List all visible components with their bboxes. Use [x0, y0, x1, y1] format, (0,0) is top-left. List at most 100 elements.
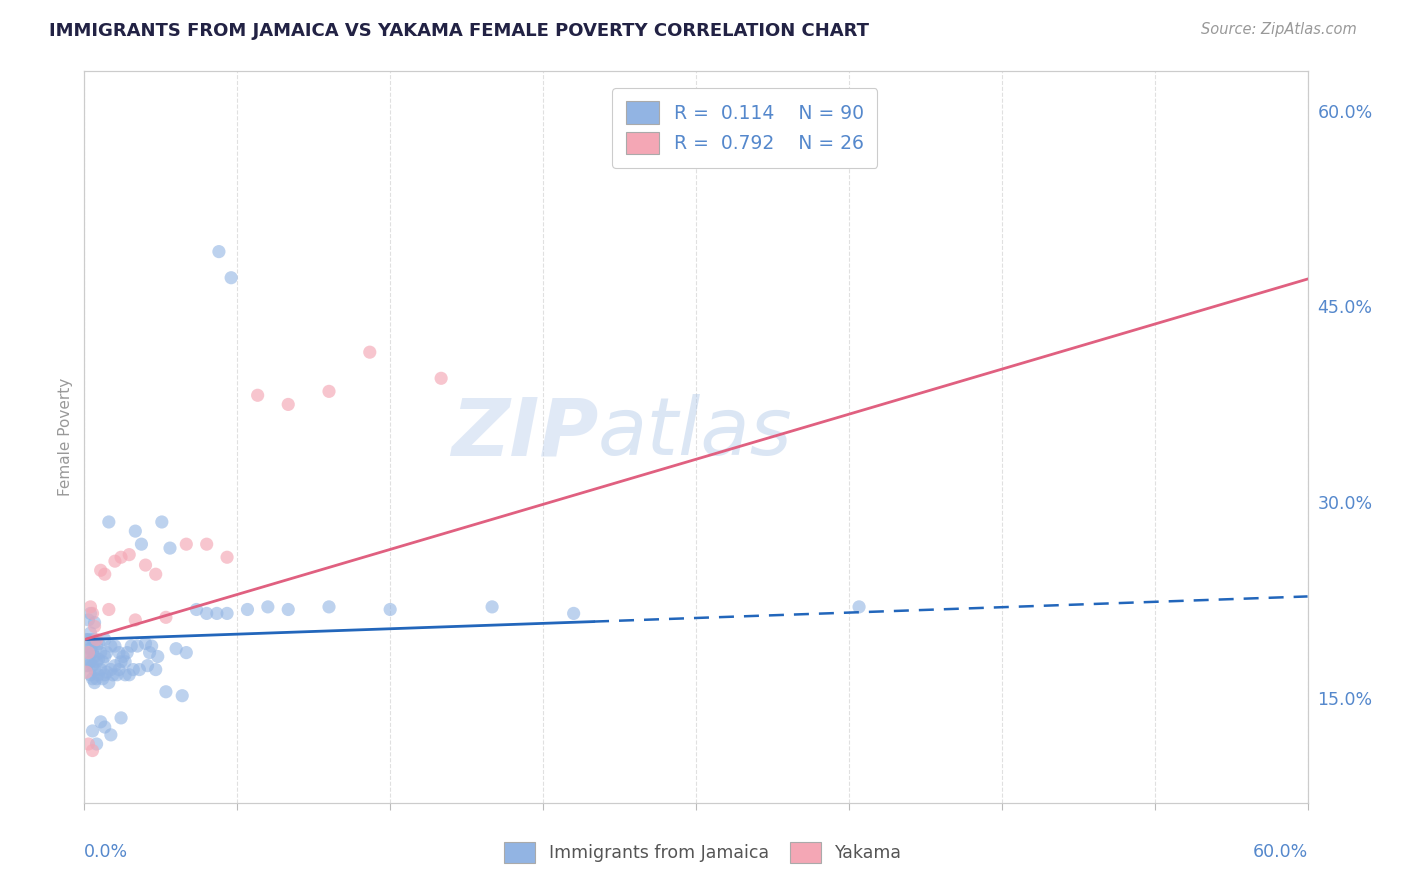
- Point: [138, 646, 160, 660]
- Point: [108, 646, 131, 660]
- Point: [195, 607, 218, 621]
- Point: [110, 655, 132, 669]
- Point: [112, 649, 135, 664]
- Point: [146, 649, 169, 664]
- Point: [277, 397, 299, 411]
- Y-axis label: Female Poverty: Female Poverty: [58, 378, 73, 496]
- Point: [97, 515, 120, 529]
- Point: [101, 667, 124, 681]
- Point: [246, 388, 269, 402]
- Point: [165, 641, 187, 656]
- Point: [93, 667, 115, 681]
- Text: Source: ZipAtlas.com: Source: ZipAtlas.com: [1201, 22, 1357, 37]
- Point: [97, 602, 120, 616]
- Point: [217, 550, 239, 565]
- Point: [77, 737, 100, 751]
- Text: 60.0%: 60.0%: [1253, 843, 1308, 861]
- Point: [86, 672, 108, 686]
- Point: [91, 655, 114, 669]
- Point: [77, 646, 100, 660]
- Legend: R =  0.114    N = 90, R =  0.792    N = 26: R = 0.114 N = 90, R = 0.792 N = 26: [613, 88, 877, 168]
- Point: [87, 636, 110, 650]
- Point: [100, 663, 122, 677]
- Point: [172, 689, 194, 703]
- Point: [75, 665, 97, 680]
- Point: [318, 384, 340, 399]
- Point: [86, 632, 108, 647]
- Point: [82, 607, 104, 621]
- Point: [848, 599, 870, 614]
- Point: [131, 537, 153, 551]
- Point: [186, 602, 208, 616]
- Point: [83, 619, 105, 633]
- Point: [83, 649, 105, 664]
- Point: [124, 613, 146, 627]
- Point: [118, 667, 141, 681]
- Point: [108, 663, 131, 677]
- Point: [110, 550, 132, 565]
- Point: [82, 632, 104, 647]
- Point: [79, 599, 101, 614]
- Point: [208, 244, 231, 259]
- Point: [83, 675, 105, 690]
- Point: [174, 537, 197, 551]
- Point: [90, 714, 112, 729]
- Point: [118, 548, 141, 562]
- Point: [79, 626, 101, 640]
- Point: [90, 646, 112, 660]
- Point: [127, 639, 149, 653]
- Text: IMMIGRANTS FROM JAMAICA VS YAKAMA FEMALE POVERTY CORRELATION CHART: IMMIGRANTS FROM JAMAICA VS YAKAMA FEMALE…: [49, 22, 869, 40]
- Text: 0.0%: 0.0%: [84, 843, 128, 861]
- Point: [217, 607, 239, 621]
- Point: [79, 667, 101, 681]
- Point: [141, 639, 163, 653]
- Point: [82, 646, 104, 660]
- Point: [82, 658, 104, 673]
- Point: [97, 675, 120, 690]
- Point: [155, 685, 177, 699]
- Point: [105, 667, 128, 681]
- Point: [128, 663, 150, 677]
- Point: [87, 667, 110, 681]
- Point: [145, 663, 167, 677]
- Text: ZIP: ZIP: [451, 394, 598, 473]
- Point: [159, 541, 181, 555]
- Point: [82, 723, 104, 738]
- Point: [83, 635, 105, 649]
- Point: [77, 646, 100, 660]
- Point: [83, 663, 105, 677]
- Point: [277, 602, 299, 616]
- Point: [86, 639, 108, 653]
- Point: [77, 658, 100, 673]
- Point: [82, 672, 104, 686]
- Point: [122, 663, 145, 677]
- Point: [145, 567, 167, 582]
- Point: [96, 646, 118, 660]
- Point: [174, 646, 197, 660]
- Point: [430, 371, 453, 385]
- Point: [110, 711, 132, 725]
- Point: [135, 636, 157, 650]
- Point: [115, 646, 138, 660]
- Point: [93, 567, 115, 582]
- Point: [75, 632, 97, 647]
- Point: [90, 563, 112, 577]
- Point: [562, 607, 585, 621]
- Point: [205, 607, 228, 621]
- Point: [93, 632, 115, 647]
- Point: [91, 672, 114, 686]
- Point: [86, 737, 108, 751]
- Point: [75, 658, 97, 673]
- Point: [83, 615, 105, 630]
- Point: [219, 270, 242, 285]
- Legend: Immigrants from Jamaica, Yakama: Immigrants from Jamaica, Yakama: [496, 835, 910, 870]
- Point: [104, 554, 127, 568]
- Point: [86, 655, 108, 669]
- Point: [79, 655, 101, 669]
- Point: [481, 599, 503, 614]
- Point: [100, 639, 122, 653]
- Point: [155, 610, 177, 624]
- Point: [104, 658, 127, 673]
- Point: [257, 599, 280, 614]
- Point: [359, 345, 381, 359]
